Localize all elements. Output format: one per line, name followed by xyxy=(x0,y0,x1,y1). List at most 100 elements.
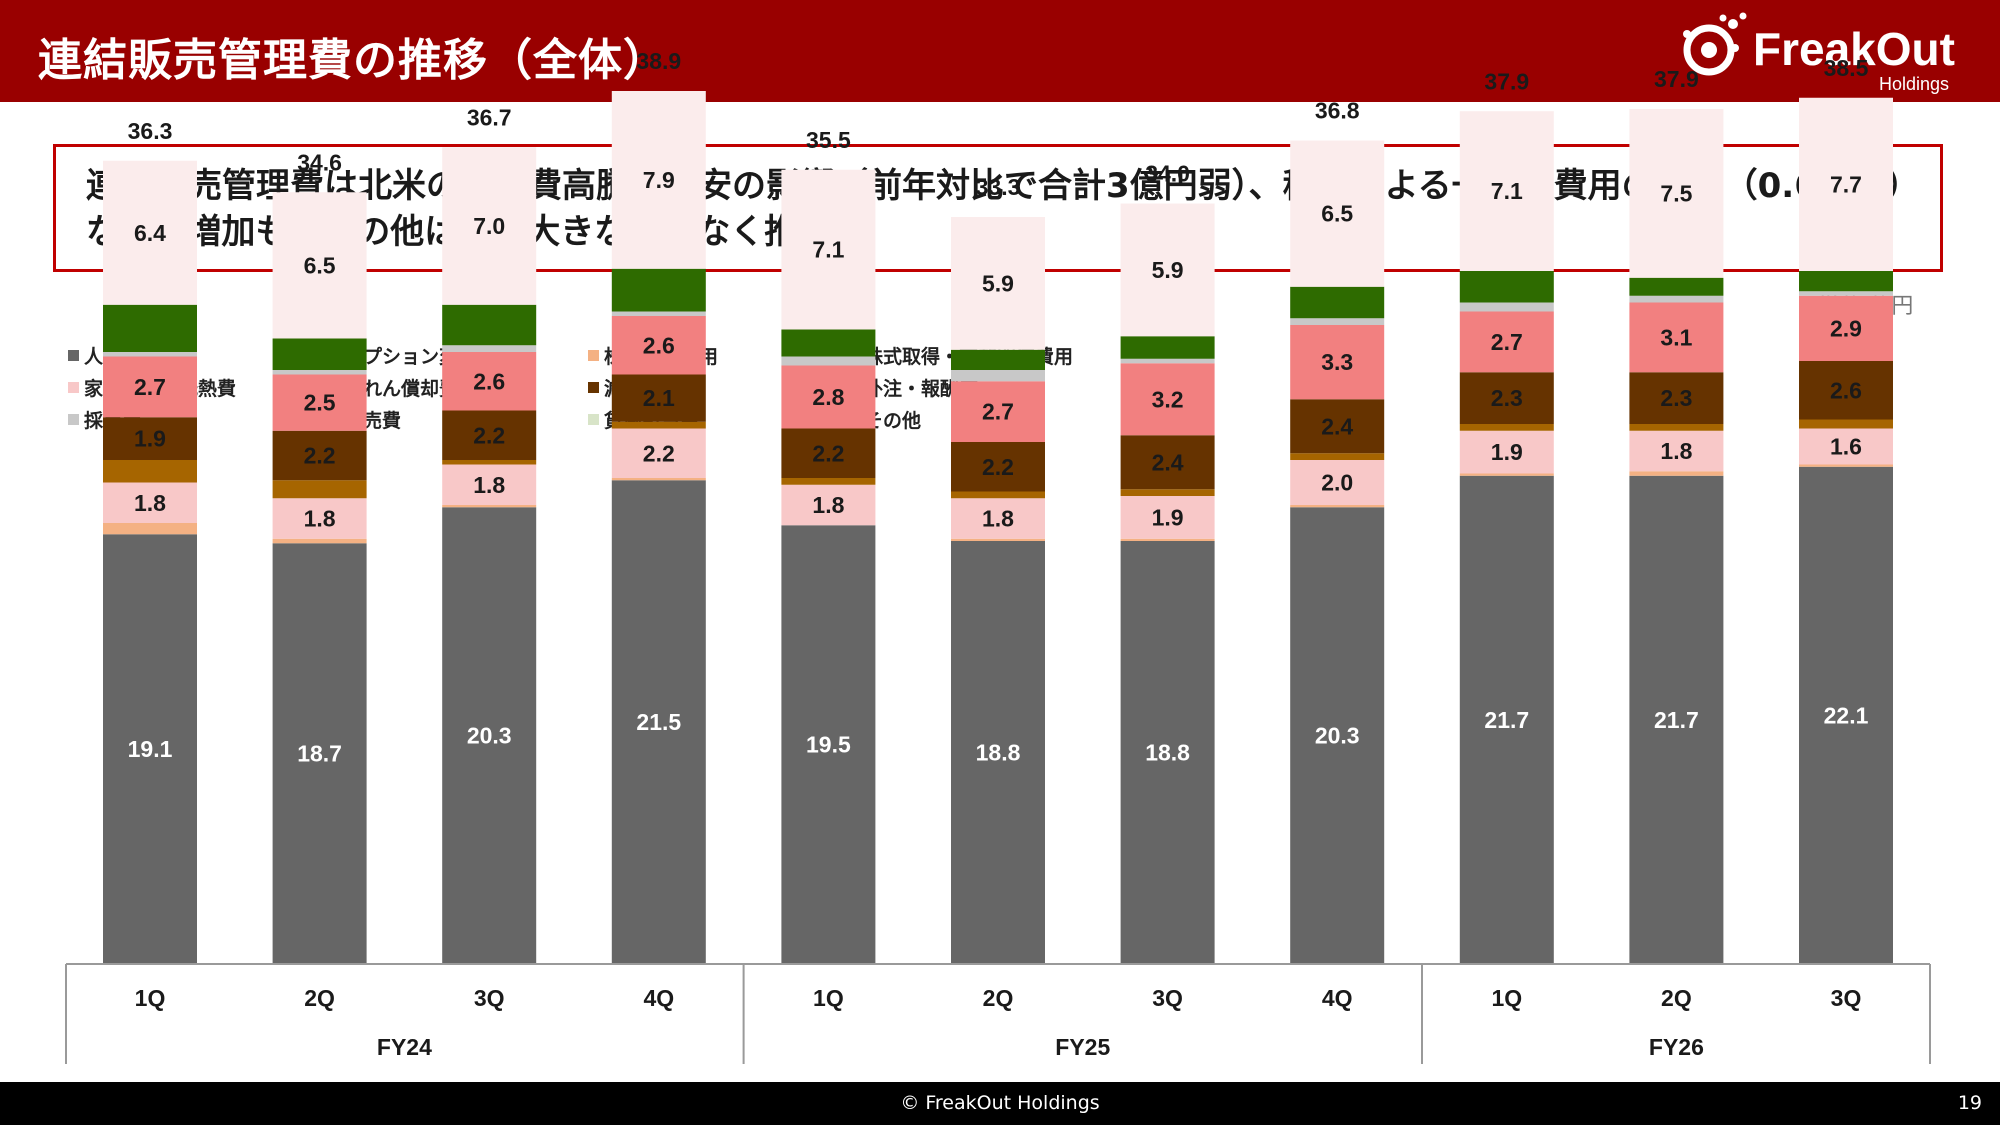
bar-segment xyxy=(103,482,197,523)
data-label: 7.9 xyxy=(643,167,675,193)
total-label: 36.7 xyxy=(467,104,512,130)
data-label: 2.7 xyxy=(982,399,1014,425)
bar-segment xyxy=(272,430,367,481)
bar-segment xyxy=(1799,361,1893,420)
category-label: 3Q xyxy=(1152,985,1183,1011)
category-label: 2Q xyxy=(983,985,1014,1011)
bar-segment xyxy=(611,374,706,422)
bar-segment xyxy=(103,352,197,357)
data-label: 1.8 xyxy=(304,506,336,532)
bar-segment xyxy=(1629,471,1724,476)
bar-segment xyxy=(1120,363,1215,436)
bar-segment xyxy=(1290,505,1385,508)
bar-segment xyxy=(951,370,1045,382)
bar-segment xyxy=(951,349,1045,370)
data-label: 1.8 xyxy=(1660,438,1692,464)
bar-segment xyxy=(951,217,1045,350)
bar-segment xyxy=(1120,203,1215,337)
bar-segment xyxy=(103,460,197,483)
legend-swatch xyxy=(68,382,79,393)
data-label: 21.7 xyxy=(1484,707,1529,733)
data-label: 2.2 xyxy=(304,443,336,469)
bar-segment xyxy=(1459,271,1554,303)
bar-segment xyxy=(272,338,367,370)
bar-segment xyxy=(272,480,367,499)
total-label: 37.9 xyxy=(1654,66,1699,92)
data-label: 7.5 xyxy=(1660,180,1692,206)
bar-segment xyxy=(1120,489,1215,496)
bar-segment xyxy=(1799,295,1893,361)
bar-segment xyxy=(1290,399,1385,454)
data-label: 6.4 xyxy=(134,220,166,246)
bar-segment xyxy=(1459,424,1554,431)
data-label: 18.8 xyxy=(976,740,1021,766)
data-label: 19.5 xyxy=(806,732,851,758)
bar-segment xyxy=(781,428,876,478)
legend-swatch xyxy=(588,350,599,361)
bar-segment xyxy=(1799,464,1893,467)
data-label: 20.3 xyxy=(1315,723,1360,749)
logo-subtext: Holdings xyxy=(1879,74,1950,94)
data-label: 21.7 xyxy=(1654,707,1699,733)
legend-label: 外注・報酬等 xyxy=(864,378,979,400)
bar-segment xyxy=(1120,496,1215,539)
bar-segment xyxy=(442,352,537,411)
bar-segment xyxy=(1120,538,1215,541)
data-label: 5.9 xyxy=(982,270,1014,296)
bar-segment xyxy=(442,410,537,460)
bar-segment xyxy=(1290,460,1385,505)
bar-segment xyxy=(611,91,706,269)
freakout-logo: FreakOut Holdings xyxy=(1675,8,1965,98)
data-label: 7.1 xyxy=(1491,178,1523,204)
bar-segment xyxy=(1459,372,1554,424)
data-label: 3.2 xyxy=(1152,386,1184,412)
bar-segment xyxy=(1459,430,1554,474)
data-label: 1.9 xyxy=(134,426,166,452)
bar-segment xyxy=(951,442,1045,492)
bar-segment xyxy=(781,169,876,330)
data-label: 2.2 xyxy=(982,454,1014,480)
bar-segment xyxy=(781,365,876,429)
category-label: 4Q xyxy=(643,985,674,1011)
bar-segment xyxy=(951,491,1045,499)
total-label: 38.5 xyxy=(1824,55,1869,81)
data-label: 2.4 xyxy=(1321,413,1353,439)
bar-segment xyxy=(1459,473,1554,476)
data-label: 2.3 xyxy=(1491,385,1523,411)
bar-segment xyxy=(272,538,367,544)
bar-segment xyxy=(1459,302,1554,312)
data-label: 5.9 xyxy=(1152,257,1184,283)
bar-segment xyxy=(272,192,367,339)
bar-segment xyxy=(611,421,706,429)
bar-segment xyxy=(781,525,876,964)
bar-segment xyxy=(442,345,537,352)
bar-segment xyxy=(442,304,537,346)
data-label: 6.5 xyxy=(1321,201,1353,227)
data-label: 2.3 xyxy=(1660,385,1692,411)
bar-segment xyxy=(611,480,706,964)
data-label: 1.8 xyxy=(982,506,1014,532)
bar-segment xyxy=(103,417,197,460)
category-label: 3Q xyxy=(474,985,505,1011)
bar-segment xyxy=(442,507,537,964)
header-bar: 連結販売管理費の推移（全体） FreakOut Holdings xyxy=(0,0,2000,102)
bar-segment xyxy=(1120,358,1215,364)
total-label: 34.6 xyxy=(297,149,342,175)
data-label: 2.0 xyxy=(1321,470,1353,496)
data-label: 1.8 xyxy=(134,490,166,516)
data-label: 19.1 xyxy=(128,736,173,762)
data-label: 1.8 xyxy=(473,472,505,498)
fiscal-year-label: FY26 xyxy=(1649,1034,1704,1060)
data-label: 6.5 xyxy=(304,252,336,278)
bar-segment xyxy=(442,147,537,305)
legend-swatch xyxy=(588,414,599,425)
bar-segment xyxy=(1799,97,1893,271)
category-label: 4Q xyxy=(1322,985,1353,1011)
bar-segment xyxy=(1799,428,1893,465)
data-label: 2.6 xyxy=(473,368,505,394)
bar-segment xyxy=(272,374,367,431)
bar-segment xyxy=(272,370,367,375)
total-label: 36.3 xyxy=(128,118,173,144)
category-label: 2Q xyxy=(1661,985,1692,1011)
